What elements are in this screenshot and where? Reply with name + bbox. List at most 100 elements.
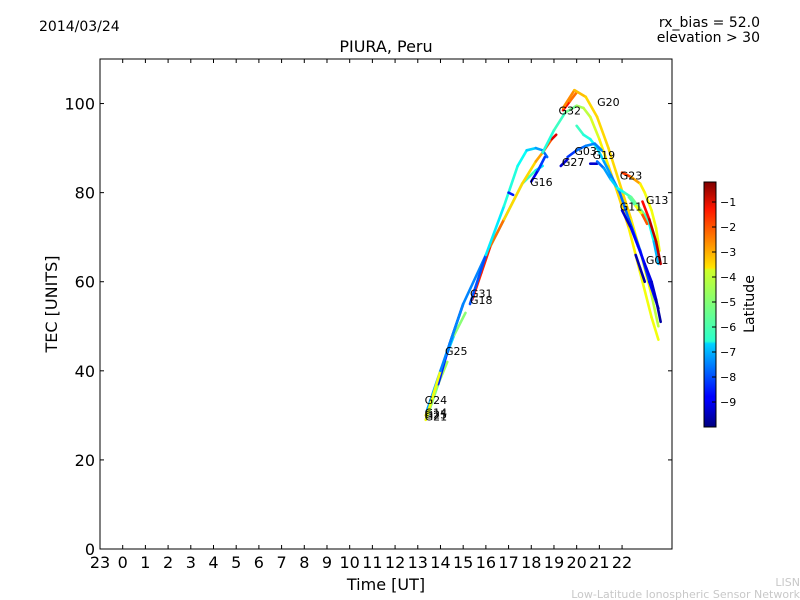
series-g11c bbox=[627, 195, 649, 226]
y-tick-label: 20 bbox=[75, 451, 95, 470]
x-tick-label: 6 bbox=[254, 553, 264, 572]
x-tick-label: 19 bbox=[544, 553, 564, 572]
series-segment bbox=[468, 253, 488, 306]
x-tick-label: 1 bbox=[140, 553, 150, 572]
series-segment bbox=[648, 218, 658, 243]
satellite-label: G13 bbox=[646, 194, 669, 207]
satellite-label: G24 bbox=[425, 394, 448, 407]
x-tick-label: 15 bbox=[453, 553, 473, 572]
series-segment bbox=[629, 195, 640, 208]
series-segment bbox=[643, 213, 651, 226]
colorbar-tick-label: −8 bbox=[720, 371, 736, 384]
series-segment bbox=[650, 280, 658, 301]
series-segment bbox=[638, 267, 647, 284]
series-g19b bbox=[595, 160, 660, 266]
satellite-label: G01 bbox=[646, 254, 669, 267]
colorbar-tick-label: −1 bbox=[720, 196, 736, 209]
series-segment bbox=[650, 293, 660, 328]
colorbar-tick-label: −2 bbox=[720, 221, 736, 234]
series-segment bbox=[452, 311, 467, 337]
colorbar-tick-label: −4 bbox=[720, 271, 736, 284]
colorbar-tick-label: −9 bbox=[720, 396, 736, 409]
series-segment bbox=[541, 128, 556, 154]
series-segment bbox=[623, 191, 633, 199]
rx-bias-label: rx_bias = 52.0 bbox=[659, 15, 760, 31]
series-segment bbox=[641, 200, 651, 221]
series-segment bbox=[627, 195, 637, 208]
series-segment bbox=[652, 240, 660, 266]
x-tick-label: 9 bbox=[322, 553, 332, 572]
series-segment bbox=[529, 169, 540, 183]
satellite-label: G23 bbox=[620, 169, 643, 182]
series-segment bbox=[439, 302, 465, 373]
x-axis-ticks: 23 0 1 2 3 4 5 6 7 8 9 10 11 12 13 14 15 16 17 18 19 20 21 22 bbox=[90, 59, 632, 572]
satellite-label: G25 bbox=[445, 345, 468, 358]
satellite-label: G31 bbox=[470, 287, 493, 300]
x-tick-label: 0 bbox=[118, 553, 128, 572]
y-tick-label: 80 bbox=[75, 184, 95, 203]
satellite-labels: G24G14G25G21G25G31G18G16G32G20G03G27G19G… bbox=[425, 96, 669, 424]
x-tick-label: 21 bbox=[589, 553, 609, 572]
series-segment bbox=[634, 253, 642, 270]
series-segment bbox=[424, 369, 442, 422]
satellite-label: G21 bbox=[425, 411, 448, 424]
x-tick-label: 5 bbox=[231, 553, 241, 572]
series-segment bbox=[568, 91, 578, 103]
series-segment bbox=[650, 316, 660, 341]
series-g03b bbox=[566, 142, 603, 159]
satellite-label: G16 bbox=[530, 176, 553, 189]
series-segment bbox=[607, 146, 622, 186]
x-tick-label: 10 bbox=[340, 553, 360, 572]
colorbar-tick-label: −6 bbox=[720, 321, 736, 334]
x-tick-label: 3 bbox=[186, 553, 196, 572]
series-segment bbox=[575, 124, 585, 137]
series-segment bbox=[629, 175, 642, 186]
y-tick-label: 60 bbox=[75, 273, 95, 292]
x-tick-label: 8 bbox=[299, 553, 309, 572]
series-segment bbox=[648, 222, 656, 243]
series-segment bbox=[650, 209, 658, 230]
series-segment bbox=[520, 160, 538, 186]
series-segment bbox=[595, 160, 606, 170]
series-segment bbox=[634, 204, 644, 217]
series-segment bbox=[654, 298, 662, 324]
x-tick-label: 18 bbox=[521, 553, 541, 572]
x-tick-label: 7 bbox=[276, 553, 286, 572]
series-segment bbox=[582, 133, 592, 141]
x-tick-label: 20 bbox=[566, 553, 586, 572]
series-segment bbox=[561, 88, 576, 110]
x-tick-label: 17 bbox=[498, 553, 518, 572]
series-segment bbox=[573, 88, 588, 99]
series-g27 bbox=[559, 157, 569, 168]
series-segment bbox=[593, 142, 603, 152]
x-axis-label: Time [UT] bbox=[346, 575, 425, 594]
network-credit: Low-Latitude Ionospheric Sensor Network bbox=[571, 588, 800, 600]
series-segment bbox=[616, 186, 626, 194]
date-label: 2014/03/24 bbox=[39, 19, 120, 35]
satellite-label: G32 bbox=[559, 105, 582, 118]
series-segment bbox=[636, 204, 647, 217]
series-segment bbox=[552, 111, 567, 132]
series-segment bbox=[575, 144, 588, 152]
y-tick-label: 100 bbox=[64, 95, 95, 114]
series-segment bbox=[564, 104, 578, 114]
series-segment bbox=[598, 137, 610, 168]
series-segment bbox=[636, 244, 647, 266]
x-tick-label: 4 bbox=[208, 553, 218, 572]
series-g13 bbox=[641, 200, 662, 266]
series-g18 bbox=[468, 146, 549, 306]
chart-title: PIURA, Peru bbox=[339, 37, 432, 56]
x-tick-label: 2 bbox=[163, 553, 173, 572]
x-tick-label: 12 bbox=[385, 553, 405, 572]
lisn-credit: LISN bbox=[775, 576, 800, 589]
plot-area bbox=[99, 58, 673, 550]
y-axis-ticks: 0 20 40 60 80 100 bbox=[64, 95, 672, 559]
series-g16b bbox=[529, 155, 547, 183]
series-segment bbox=[534, 151, 544, 163]
series-segment bbox=[502, 182, 524, 221]
series-segment bbox=[550, 133, 558, 141]
series-segment bbox=[638, 271, 653, 319]
series-g32b bbox=[561, 91, 578, 112]
x-tick-label: 13 bbox=[408, 553, 428, 572]
